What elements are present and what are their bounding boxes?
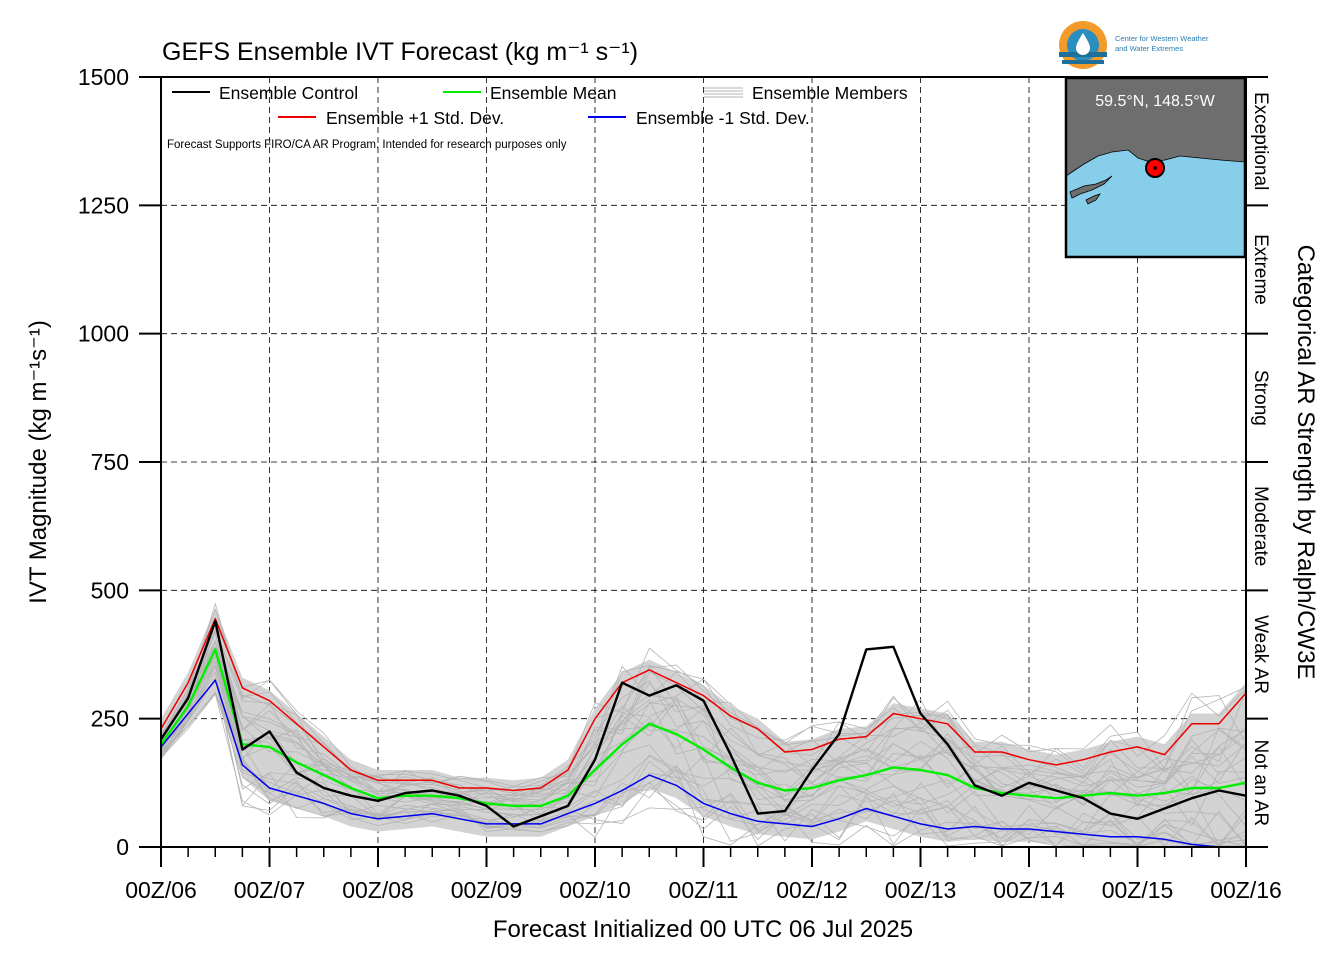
series-lines [161,617,1246,847]
map-location-label: 59.5°N, 148.5°W [1095,93,1215,110]
ensemble-member-line [161,648,1246,806]
x-tick-label: 00Z/13 [885,877,957,903]
logo-drop-icon [1076,33,1090,55]
x-tick-label: 00Z/15 [1102,877,1174,903]
category-label: Moderate [1250,486,1271,566]
legend: Ensemble Control Ensemble Mean Ensemble … [167,83,908,151]
legend-label-control: Ensemble Control [219,83,358,103]
x-tick-label: 00Z/11 [669,877,739,903]
research-note: Forecast Supports FIRO/CA AR Program. In… [167,139,567,151]
x-tick-label: 00Z/16 [1210,877,1282,903]
y-tick-label: 250 [91,706,129,732]
legend-swatch-members [704,87,743,98]
x-tick-label: 00Z/08 [342,877,414,903]
category-label: Extreme [1250,234,1271,305]
category-label: Not an AR [1250,740,1271,827]
logo-wave2-icon [1062,60,1104,64]
ensemble-member-line [161,620,1246,793]
ensemble-member-line [161,621,1246,802]
ensemble-spread-band [161,608,1246,847]
ensemble-member-line [161,602,1246,791]
x-tick-label: 00Z/12 [776,877,848,903]
logo-text-line1: Center for Western Weather [1115,34,1209,43]
map-kodiak [1085,193,1101,205]
ensemble-member-line [161,665,1246,847]
y-tick-label: 1250 [78,192,129,218]
ensemble-members [161,602,1246,847]
chart-title: GEFS Ensemble IVT Forecast (kg m⁻¹ s⁻¹) [162,38,638,66]
y-tick-label: 1500 [78,64,129,90]
ensemble-member-line [161,678,1246,847]
category-axis: Not an AR Weak AR Moderate Strong Extreme Exc… [1246,76,1271,848]
x-tick-label: 00Z/06 [125,877,197,903]
logo-text-line2: and Water Extremes [1115,44,1183,53]
x-tick-label: 00Z/10 [559,877,631,903]
legend-label-members: Ensemble Members [752,83,908,103]
location-marker-center-icon [1153,166,1157,170]
y-axis-title: IVT Magnitude (kg m⁻¹s⁻¹) [25,320,52,604]
map-island-chain [1069,175,1113,199]
legend-label-plus-std: Ensemble +1 Std. Dev. [326,108,504,128]
legend-label-minus-std: Ensemble -1 Std. Dev. [636,108,810,128]
map-land [1065,77,1246,177]
ensemble-member-line [161,639,1246,827]
x-tick-label: 00Z/09 [451,877,523,903]
ensemble-member-line [161,664,1246,847]
y-tick-label: 750 [91,449,129,475]
cw3e-logo: Center for Western Weather and Water Ext… [1059,21,1209,69]
ensemble-member-line [161,671,1246,847]
x-axis: 00Z/06 00Z/07 00Z/08 00Z/09 00Z/10 00Z/11 00Z/… [125,847,1282,903]
ensemble-member-line [161,660,1246,847]
ensemble-member-line [161,627,1246,794]
location-map-inset: 59.5°N, 148.5°W [1064,76,1247,259]
x-axis-title: Forecast Initialized 00 UTC 06 Jul 2025 [493,916,913,943]
spread-band [161,608,1246,847]
category-label: Strong [1250,370,1271,426]
y-tick-label: 500 [91,577,129,603]
y-axis: 0 250 500 750 1000 1250 1500 [78,64,161,860]
right-axis-title: Categorical AR Strength by Ralph/CW3E [1292,245,1319,680]
x-tick-label: 00Z/14 [993,877,1065,903]
ensemble-member-line [161,660,1246,845]
legend-label-mean: Ensemble Mean [490,83,616,103]
map-frame [1064,76,1247,259]
category-label: Exceptional [1250,92,1271,190]
x-tick-label: 00Z/07 [234,877,306,903]
ensemble-member-line [161,640,1246,796]
category-label: Weak AR [1250,615,1271,694]
y-tick-label: 1000 [78,321,129,347]
y-tick-label: 0 [116,834,129,860]
ensemble-member-line [161,693,1246,847]
